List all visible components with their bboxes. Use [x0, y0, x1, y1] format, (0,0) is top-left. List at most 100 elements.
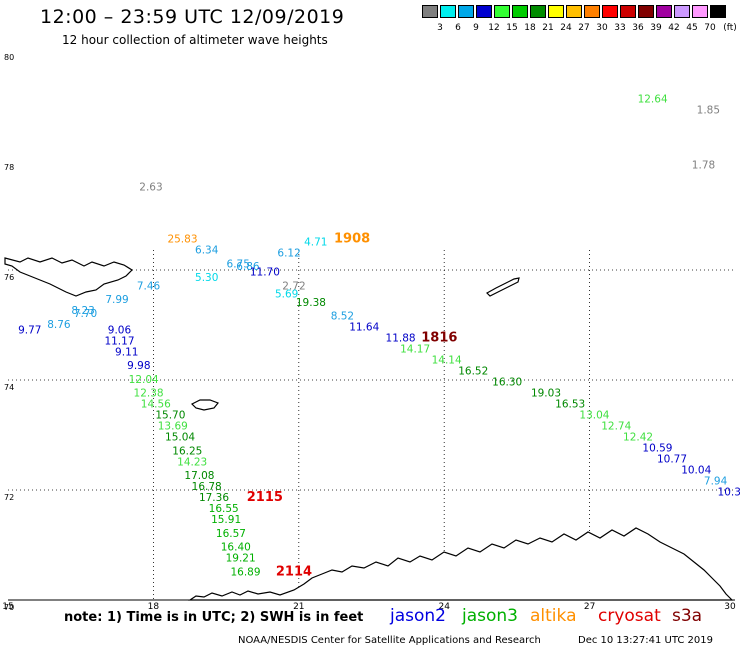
legend-label: 12	[488, 23, 500, 33]
satellite-s3a: s3a	[672, 606, 703, 626]
footer-organization: NOAA/NESDIS Center for Satellite Applica…	[238, 635, 541, 646]
x-tick-label: 21	[293, 602, 304, 612]
time-tag: 1816	[421, 331, 457, 346]
y-tick-label: 72	[4, 493, 14, 502]
wave-height-label: 9.06	[108, 324, 132, 336]
wave-height-label: 5.69	[275, 289, 298, 301]
footer-timestamp: Dec 10 13:27:41 UTC 2019	[578, 635, 713, 646]
wave-height-label: 16.57	[216, 528, 246, 540]
satellite-cryosat: cryosat	[598, 606, 661, 626]
wave-height-label: 19.38	[296, 297, 326, 309]
legend-label: 21	[542, 23, 554, 33]
legend-swatch	[656, 5, 672, 18]
wave-height-label: 15.04	[165, 432, 195, 444]
time-tag: 2114	[276, 564, 312, 579]
wave-height-label: 7.70	[74, 308, 97, 320]
wave-height-label: 12.74	[601, 421, 631, 433]
wave-height-label: 14.23	[177, 456, 207, 468]
y-tick-label: 74	[4, 383, 14, 392]
wave-height-label: 17.08	[184, 470, 214, 482]
legend-label: 18	[524, 23, 536, 33]
legend-swatch	[476, 5, 492, 18]
wave-height-label: 7.94	[704, 476, 728, 488]
wave-height-label: 15.70	[155, 410, 185, 422]
wave-height-label: 16.25	[172, 445, 202, 457]
time-tag: 2115	[247, 490, 283, 505]
wave-height-label: 17.36	[199, 492, 229, 504]
wave-height-label: 6.86	[236, 261, 260, 273]
satellite-jason3: jason3	[462, 606, 518, 626]
wave-height-label: 15.91	[211, 514, 241, 526]
wave-height-label: 16.89	[230, 566, 260, 578]
land-norway	[188, 527, 734, 601]
x-tick-label: 24	[438, 602, 450, 612]
wave-height-label: 12.04	[129, 374, 159, 386]
x-tick-label: 27	[584, 602, 595, 612]
wave-height-label: 8.76	[47, 319, 71, 331]
wave-height-label: 11.64	[349, 322, 379, 334]
wave-height-label: 11.70	[250, 267, 280, 279]
wave-height-label: 4.71	[304, 236, 327, 248]
wave-height-label: 25.83	[167, 234, 197, 246]
wave-height-label: 16.30	[492, 377, 522, 389]
legend-swatch	[458, 5, 474, 18]
legend-swatch	[584, 5, 600, 18]
wave-height-label: 2.72	[282, 280, 305, 292]
wave-height-label: 14.17	[400, 344, 430, 356]
wave-height-label: 10.77	[657, 454, 687, 466]
x-tick-label: 30	[724, 602, 736, 612]
page-title: 12:00 – 23:59 UTC 12/09/2019	[40, 6, 345, 28]
legend-label: 15	[506, 23, 518, 33]
legend-unit: (ft)	[723, 23, 737, 33]
legend-swatch	[602, 5, 618, 18]
legend-swatch	[692, 5, 708, 18]
wave-height-label: 16.53	[555, 399, 585, 411]
land-svalbard	[4, 257, 133, 297]
y-tick-label: 70	[4, 603, 14, 612]
legend-swatch	[710, 5, 726, 18]
wave-height-label: 12.38	[134, 388, 164, 400]
wave-height-label: 14.56	[141, 399, 171, 411]
wave-height-label: 9.11	[115, 346, 138, 358]
wave-height-label: 12.64	[638, 93, 668, 105]
wave-height-label: 10.38	[718, 487, 740, 499]
wave-height-label: 9.98	[127, 360, 150, 372]
wave-height-label: 9.77	[18, 324, 41, 336]
legend-label: 42	[668, 23, 680, 33]
legend-label: 6	[455, 23, 461, 33]
legend-label: 30	[596, 23, 608, 33]
legend-label: 39	[650, 23, 662, 33]
x-tick-label: 18	[148, 602, 160, 612]
note-text: note: 1) Time is in UTC; 2) SWH is in fe…	[64, 610, 364, 625]
wave-height-label: 11.88	[386, 333, 416, 345]
wave-height-label: 16.78	[192, 481, 222, 493]
wave-height-label: 1.78	[692, 159, 715, 171]
land-masses	[4, 257, 734, 601]
wave-height-label: 16.52	[458, 366, 488, 378]
wave-height-label: 14.14	[432, 355, 462, 367]
legend-swatch	[512, 5, 528, 18]
time-tag: 1908	[334, 232, 370, 247]
wave-height-label: 13.04	[579, 410, 609, 422]
legend-label: 9	[473, 23, 479, 33]
legend-swatch	[548, 5, 564, 18]
wave-height-label: 6.34	[195, 245, 219, 257]
y-tick-label: 80	[4, 53, 14, 62]
legend-swatch	[530, 5, 546, 18]
legend-label: 24	[560, 23, 572, 33]
x-tick-label: 15	[2, 602, 13, 612]
legend-swatch	[620, 5, 636, 18]
wave-height-label: 7.46	[137, 280, 161, 292]
wave-height-label: 8.23	[71, 305, 94, 317]
legend-swatch	[494, 5, 510, 18]
satellite-jason2: jason2	[390, 606, 446, 626]
wave-height-label: 8.52	[331, 311, 354, 323]
wave-height-label: 19.21	[226, 553, 256, 565]
wave-height-label: 2.63	[139, 181, 162, 193]
wave-height-label: 16.55	[209, 503, 239, 515]
wave-height-label: 12.42	[623, 432, 653, 444]
legend-label: 33	[614, 23, 626, 33]
